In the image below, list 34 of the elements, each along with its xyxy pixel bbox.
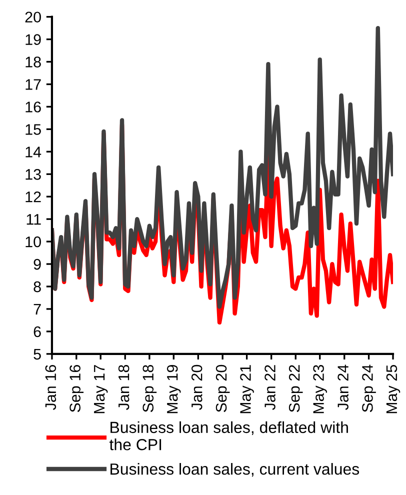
y-tick-label: 19 <box>26 34 41 45</box>
x-tick-label: Jan 16 <box>45 365 56 410</box>
x-tick-label: May 17 <box>94 365 108 414</box>
legend-label: Business loan sales, current values <box>110 463 360 477</box>
y-tick-label: 8 <box>34 281 41 292</box>
x-tick-label: Jan 24 <box>338 364 348 410</box>
line-series <box>52 26 394 309</box>
y-tick-label: 6 <box>34 326 41 338</box>
x-tick-label: Sep 24 <box>362 364 376 412</box>
y-tick-label: 18 <box>26 56 41 68</box>
y-tick-label: 16 <box>26 102 41 112</box>
x-tick-label: Sep 22 <box>288 365 303 412</box>
x-tick-label: Sep 16 <box>70 365 84 412</box>
y-tick-label: 17 <box>26 79 41 90</box>
y-tick-label: 11 <box>26 214 41 225</box>
y-tick-label: 14 <box>26 146 42 158</box>
x-tick-label: Jan 22 <box>264 365 276 410</box>
y-tick-label: 12 <box>26 191 41 202</box>
x-tick-label: May 25 <box>386 364 400 414</box>
x-tick-label: Sep 20 <box>216 364 230 412</box>
x-tick-label: Jan 18 <box>118 365 130 410</box>
x-tick-label: May 21 <box>240 365 254 414</box>
x-tick-label: Sep 18 <box>142 365 157 412</box>
x-tick-label: May 19 <box>166 365 181 414</box>
x-tick-label: Jan 20 <box>191 364 202 410</box>
y-tick-label: 20 <box>25 12 41 23</box>
y-tick-label: 9 <box>34 258 41 270</box>
y-tick-label: 7 <box>34 304 41 315</box>
y-tick-label: 13 <box>26 169 41 180</box>
x-tick-label: May 23 <box>313 365 327 414</box>
y-tick-label: 15 <box>26 124 41 135</box>
y-tick-label: 5 <box>34 348 41 360</box>
legend-label: Business loan sales, deflated with the CPI <box>109 421 348 450</box>
y-tick-label: 10 <box>26 236 41 248</box>
